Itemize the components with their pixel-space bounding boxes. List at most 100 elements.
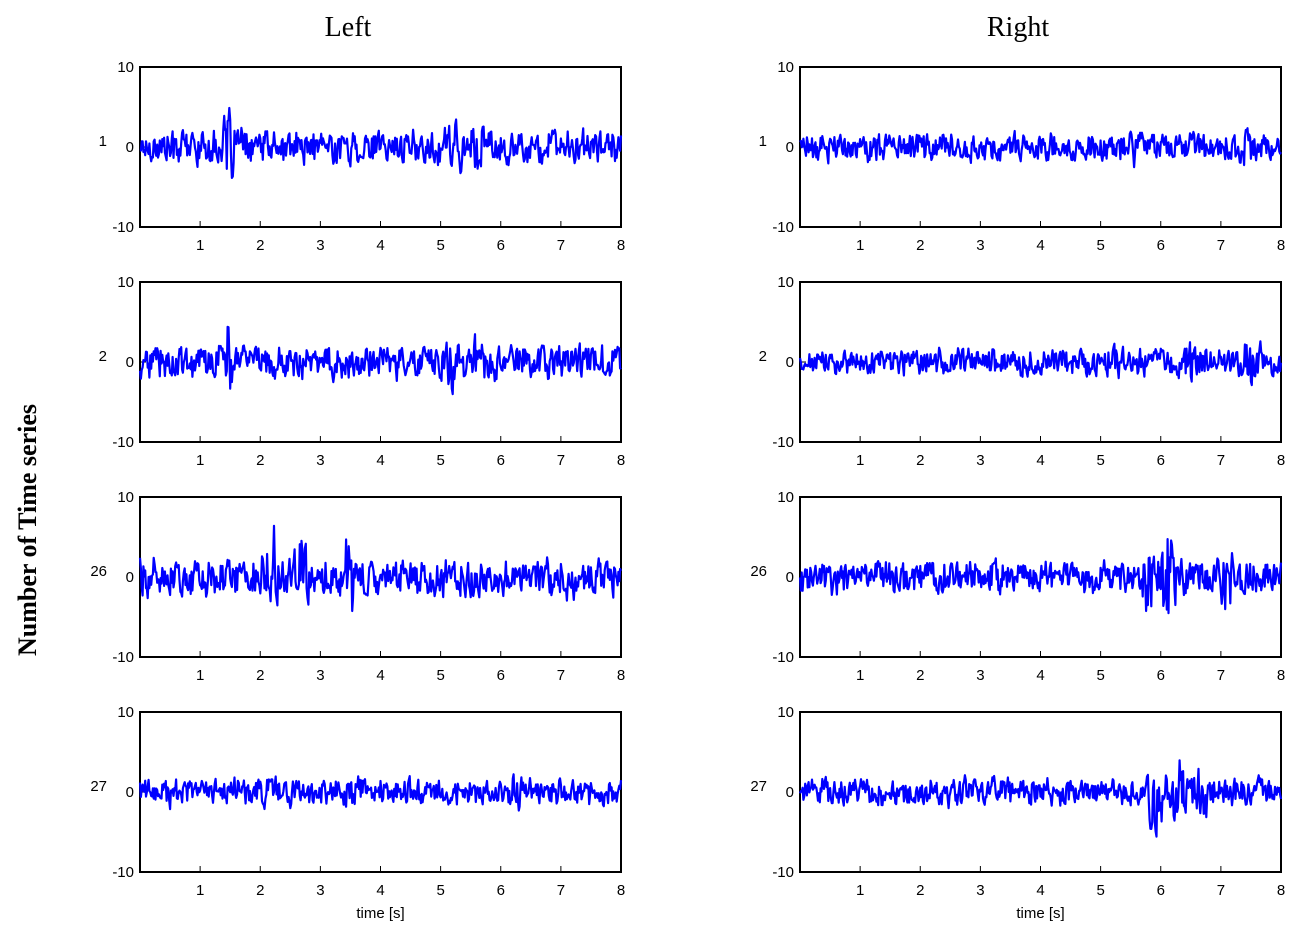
y-tick-label: -10 [772,219,794,236]
x-tick-label: 5 [436,882,444,899]
x-tick-label: 6 [1157,237,1165,254]
x-tick-label: 3 [316,667,324,684]
series-number-label: 2 [99,348,107,365]
y-tick-label: 10 [117,489,134,506]
series-line [138,524,622,613]
x-tick-label: 1 [856,882,864,899]
x-tick-label: 5 [436,667,444,684]
x-tick-label: 4 [376,237,384,254]
x-tick-label: 7 [1217,882,1225,899]
panel-left-27: -10 0 10 1 2 3 4 5 6 7 8 27 time [s] [90,704,625,922]
x-tick-label: 5 [1096,452,1104,469]
y-tick-label: 10 [777,274,794,291]
panel-right-1: -10 0 10 1 2 3 4 5 6 7 8 1 [759,59,1286,254]
y-tick-label: -10 [112,219,134,236]
y-tick-label: 10 [777,704,794,721]
panel-right-26: -10 0 10 1 2 3 4 5 6 7 8 26 [750,489,1285,684]
y-tick-label: -10 [112,864,134,881]
y-tick-label: 10 [117,704,134,721]
column-title-left: Left [325,12,372,43]
x-axis-label: time [s] [1016,905,1064,922]
series-number-label: 1 [759,133,767,150]
x-tick-label: 6 [497,667,505,684]
x-tick-label: 4 [1036,452,1044,469]
y-tick-label: -10 [772,434,794,451]
y-tick-label: 10 [777,489,794,506]
x-tick-label: 2 [256,452,264,469]
x-tick-label: 5 [1096,667,1104,684]
x-tick-label: 3 [316,882,324,899]
x-tick-label: 7 [557,882,565,899]
y-tick-label: 0 [126,139,134,156]
series-line [799,127,1282,169]
x-tick-label: 2 [916,667,924,684]
panel-left-1: -10 0 10 1 2 3 4 5 6 7 8 1 [99,59,626,254]
y-tick-label: 0 [786,139,794,156]
series-line [139,106,623,179]
x-tick-label: 1 [196,237,204,254]
panel-right-2: -10 0 10 1 2 3 4 5 6 7 8 2 [759,274,1286,469]
y-tick-label: 10 [777,59,794,76]
x-tick-label: 6 [1157,452,1165,469]
y-tick-label: 0 [786,569,794,586]
x-tick-label: 2 [256,882,264,899]
x-tick-label: 7 [557,452,565,469]
x-tick-label: 7 [1217,237,1225,254]
x-tick-label: 4 [1036,237,1044,254]
x-tick-label: 4 [376,882,384,899]
series-line [138,325,622,396]
y-tick-label: 0 [126,354,134,371]
x-tick-label: 7 [557,237,565,254]
series-number-label: 2 [759,348,767,365]
x-tick-label: 6 [497,882,505,899]
y-tick-label: 0 [786,784,794,801]
series-number-label: 1 [99,133,107,150]
x-tick-label: 3 [976,667,984,684]
x-tick-label: 1 [856,667,864,684]
series-number-label: 27 [750,778,767,795]
x-tick-label: 8 [617,882,625,899]
x-tick-label: 3 [316,237,324,254]
y-tick-label: -10 [112,649,134,666]
x-tick-label: 1 [196,667,204,684]
x-tick-label: 2 [256,667,264,684]
y-tick-label: -10 [772,864,794,881]
x-tick-label: 2 [916,237,924,254]
x-tick-label: 7 [557,667,565,684]
y-tick-label: -10 [112,434,134,451]
x-tick-label: 1 [196,452,204,469]
y-tick-label: 0 [126,569,134,586]
panel-right-27: -10 0 10 1 2 3 4 5 6 7 8 27 time [s] [750,704,1285,922]
x-tick-label: 6 [497,237,505,254]
x-tick-label: 5 [436,237,444,254]
x-tick-label: 4 [376,452,384,469]
x-tick-label: 3 [316,452,324,469]
panel-left-2: -10 0 10 1 2 3 4 5 6 7 8 2 [99,274,626,469]
x-tick-label: 6 [1157,882,1165,899]
x-tick-label: 5 [436,452,444,469]
panel-left-26: -10 0 10 1 2 3 4 5 6 7 8 26 [90,489,625,684]
y-axis-label: Number of Time series [13,404,42,656]
series-line [798,537,1283,615]
x-tick-label: 3 [976,452,984,469]
x-tick-label: 7 [1217,452,1225,469]
column-title-right: Right [987,12,1049,43]
x-tick-label: 4 [1036,667,1044,684]
x-tick-label: 4 [1036,882,1044,899]
series-number-label: 27 [90,778,107,795]
x-tick-label: 6 [497,452,505,469]
x-tick-label: 8 [1277,237,1285,254]
y-tick-label: 10 [117,59,134,76]
x-tick-label: 3 [976,882,984,899]
x-tick-label: 2 [916,882,924,899]
y-tick-label: 10 [117,274,134,291]
x-tick-label: 1 [856,237,864,254]
x-tick-label: 4 [376,667,384,684]
x-tick-label: 3 [976,237,984,254]
y-tick-label: 0 [786,354,794,371]
x-tick-label: 5 [1096,882,1104,899]
x-tick-label: 1 [856,452,864,469]
x-tick-label: 8 [617,452,625,469]
